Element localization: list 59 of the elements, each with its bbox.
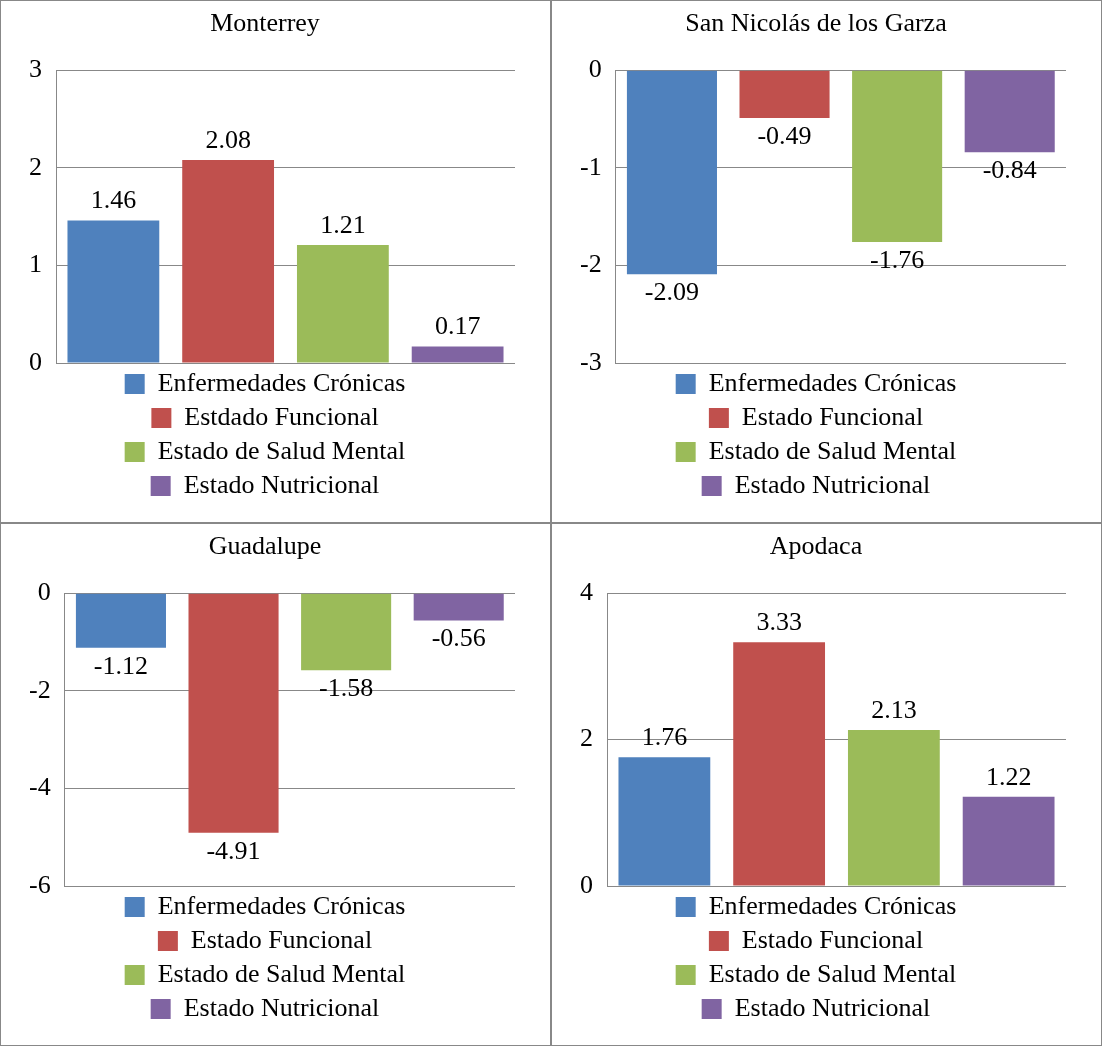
y-tick-label: -1 <box>579 151 602 181</box>
data-label: -0.49 <box>757 120 812 150</box>
chart-title: Monterrey <box>210 8 320 38</box>
data-label: 3.33 <box>756 607 802 637</box>
y-tick-label: 1 <box>29 249 42 279</box>
data-label: -0.56 <box>431 623 486 653</box>
y-tick-label: 4 <box>580 577 593 607</box>
y-tick-label: -6 <box>28 869 51 899</box>
y-tick-label: 0 <box>29 346 42 376</box>
data-label: -4.91 <box>206 835 261 865</box>
legend-label: Estado de Salud Mental <box>708 958 957 988</box>
chart-title: San Nicolás de los Garza <box>685 8 948 38</box>
data-label: 2.08 <box>205 124 251 154</box>
legend-label: Estdado Funcional <box>184 401 379 431</box>
data-label: 1.76 <box>641 722 688 751</box>
legend-label: Estado Funcional <box>741 924 924 954</box>
bar <box>847 730 940 886</box>
data-label: -0.84 <box>982 155 1037 185</box>
bar <box>411 346 504 363</box>
y-tick-label: -3 <box>579 346 602 376</box>
y-tick-label: -2 <box>28 674 51 704</box>
chart-title: Guadalupe <box>208 531 322 561</box>
data-label: 1.21 <box>320 209 366 239</box>
legend-label: Enfermedades Crónicas <box>708 367 957 397</box>
chart-title: Apodaca <box>769 531 863 561</box>
y-tick-label: -4 <box>28 772 51 802</box>
legend-label: Enfermedades Crónicas <box>708 890 957 920</box>
y-tick-label: 0 <box>37 577 51 607</box>
legend-label: Estado de Salud Mental <box>157 435 406 465</box>
legend-label: Estado Funcional <box>190 924 373 954</box>
legend-label: Enfermedades Crónicas <box>157 367 406 397</box>
bar <box>962 796 1055 886</box>
legend-label: Estado de Salud Mental <box>708 435 957 465</box>
bar <box>733 642 826 886</box>
legend-label: Enfermedades Crónicas <box>157 890 406 920</box>
data-label: -1.12 <box>93 650 149 680</box>
data-label: -1.58 <box>319 673 374 703</box>
legend-label: Estado Nutricional <box>183 469 380 499</box>
legend-label: Estado Nutricional <box>183 992 380 1022</box>
y-tick-label: -2 <box>579 249 602 279</box>
bar <box>67 220 160 363</box>
y-tick-label: 0 <box>580 869 593 899</box>
data-label: 1.46 <box>90 185 137 215</box>
bar <box>618 757 711 886</box>
legend-label: Estado Nutricional <box>734 992 931 1022</box>
bar <box>296 244 389 363</box>
y-tick-label: 2 <box>580 723 593 753</box>
y-tick-label: 0 <box>588 54 602 84</box>
legend-label: Estado de Salud Mental <box>157 958 406 988</box>
legend-label: Estado Nutricional <box>734 469 931 499</box>
data-label: 0.17 <box>434 311 481 341</box>
data-label: 2.13 <box>871 694 917 724</box>
legend-label: Estado Funcional <box>741 401 924 431</box>
data-label: -2.09 <box>644 277 700 307</box>
bar <box>182 159 275 363</box>
data-label: -1.76 <box>870 244 925 274</box>
data-label: 1.22 <box>985 761 1032 791</box>
y-tick-label: 2 <box>29 151 42 181</box>
y-tick-label: 3 <box>29 54 42 84</box>
